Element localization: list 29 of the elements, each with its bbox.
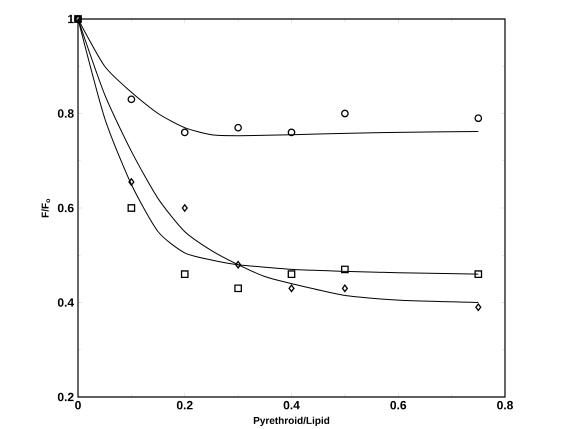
- x-tick-label: 0: [75, 400, 81, 410]
- x-tick-label: 0.6: [390, 400, 406, 410]
- y-tick-label: 1: [68, 14, 74, 23]
- point: [341, 265, 349, 274]
- point: [182, 204, 188, 212]
- point: [180, 270, 189, 278]
- point: [288, 270, 296, 278]
- point: [128, 204, 136, 212]
- point: [474, 270, 482, 278]
- point: [128, 178, 134, 186]
- point: [128, 95, 136, 104]
- point: [235, 260, 242, 268]
- y-tick-label: 0.8: [58, 109, 74, 118]
- point: [288, 128, 296, 136]
- point: [341, 109, 349, 118]
- y-tick-label: 0.6: [58, 204, 74, 212]
- x-tick-label: 0.2: [176, 400, 193, 410]
- point: [180, 128, 189, 136]
- point: [474, 114, 482, 122]
- x-tick-label: 0.4: [284, 400, 300, 410]
- point: [234, 284, 242, 292]
- y-tick-label: 0.4: [58, 298, 74, 307]
- point: [342, 284, 348, 292]
- x-tick-label: 0.8: [497, 400, 513, 410]
- point: [234, 124, 242, 132]
- x-axis-title: Pyrethroid/Lipid: [254, 416, 330, 426]
- y-tick-label: 0.2: [58, 392, 74, 402]
- point: [288, 284, 295, 292]
- y-axis-title: F/F$_{o}$: [41, 198, 50, 218]
